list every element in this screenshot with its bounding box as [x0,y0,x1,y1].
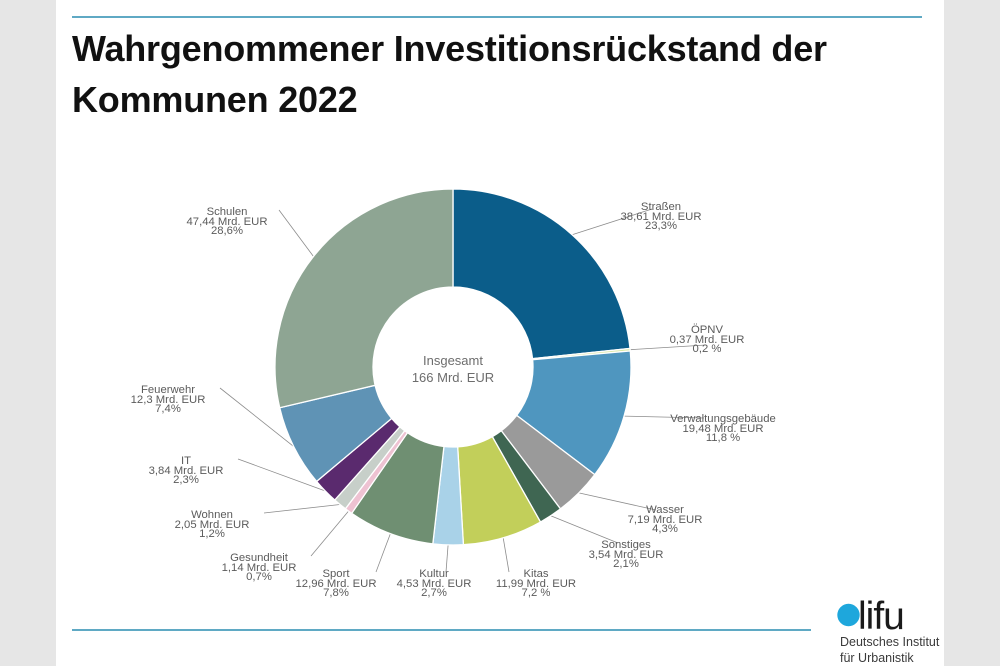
svg-text:lifu: lifu [858,595,904,638]
